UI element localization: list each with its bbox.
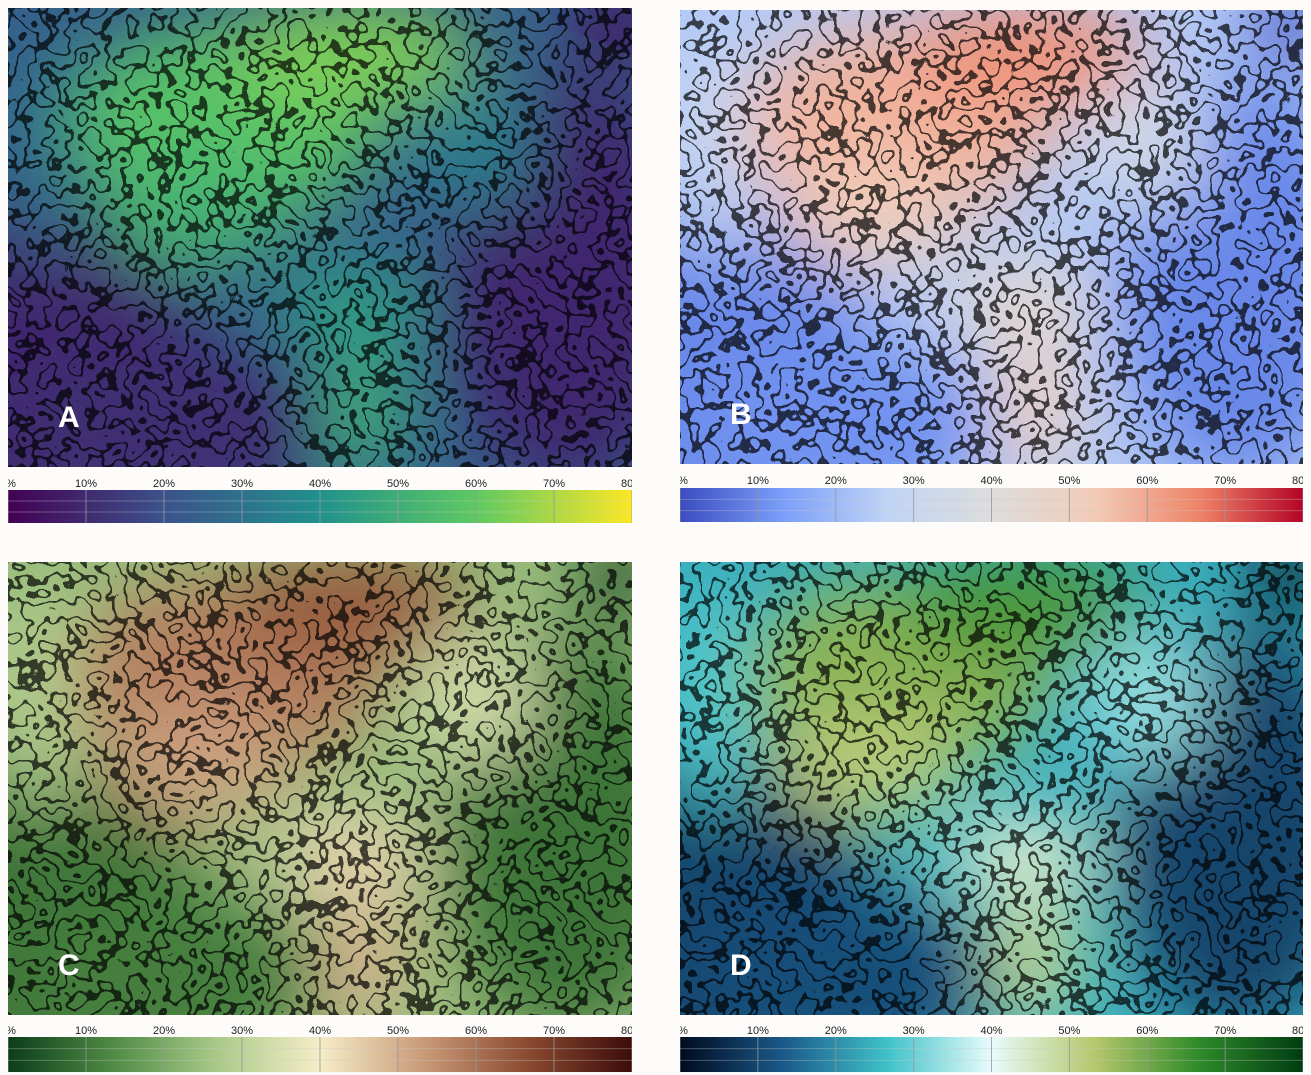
colorbar-tick-label: 20% [153,1025,175,1037]
crack-texture [8,8,632,467]
colorbar-tick-label: 60% [1136,475,1158,487]
heatmap [680,10,1303,522]
panel-label: D [730,949,752,982]
panel: C 0% 10% 20% 30% 40% 50% 60% 70% 80% [8,562,632,1072]
colorbar-tick-label: 20% [153,478,175,490]
panel: D 0% 10% 20% 30% 40% 50% 60% 70% 80% [680,562,1303,1072]
panel: B 0% 10% 20% 30% 40% 50% 60% 70% 80% [680,10,1303,522]
colorbar-tick-label: 40% [309,478,331,490]
colorbar-tick-label: 0% [8,478,16,490]
colorbar-tick-label: 40% [309,1025,331,1037]
colorbar-tick-label: 20% [825,475,847,487]
colorbar-tick-label: 80% [621,1025,632,1037]
colorbar-tick-label: 20% [825,1025,847,1037]
crack-texture [8,562,632,1015]
heatmap [8,8,632,523]
colorbar-tick-label: 40% [980,1025,1002,1037]
colorbar-tick-label: 50% [1058,1025,1080,1037]
colorbar-tick-label: 50% [387,478,409,490]
colorbar-tick-label: 0% [680,1025,688,1037]
colorbar-tick-label: 0% [8,1025,16,1037]
colorbar-tick-label: 10% [75,478,97,490]
panel-label: B [730,398,752,431]
colorbar-tick-label: 50% [387,1025,409,1037]
colorbar-tick-label: 70% [1214,1025,1236,1037]
colorbar-tick-label: 70% [543,478,565,490]
panel-label: A [58,401,80,434]
colorbar-tick-label: 60% [465,478,487,490]
crack-texture [680,562,1303,1015]
panel-label: C [58,949,80,982]
figure: A 0% 10% 20% 30% 40% 50% 60% 70% 80% B 0% 10% 20% 30% 4… [0,0,1311,1075]
colorbar-tick-label: 80% [1292,475,1303,487]
colorbar-tick-label: 10% [747,475,769,487]
colorbar-tick-label: 0% [680,475,688,487]
colorbar-tick-label: 30% [903,475,925,487]
colorbar-tick-label: 60% [1136,1025,1158,1037]
colorbar-tick-label: 60% [465,1025,487,1037]
colorbar-tick-label: 80% [1292,1025,1303,1037]
colorbar-tick-label: 10% [75,1025,97,1037]
colorbar-tick-label: 70% [1214,475,1236,487]
colorbar-tick-label: 70% [543,1025,565,1037]
colorbar-tick-label: 40% [980,475,1002,487]
colorbar-tick-label: 10% [747,1025,769,1037]
panel: A 0% 10% 20% 30% 40% 50% 60% 70% 80% [8,8,632,523]
colorbar-tick-label: 50% [1058,475,1080,487]
crack-texture [680,10,1303,464]
colorbar-tick-label: 30% [231,1025,253,1037]
colorbar-tick-label: 80% [621,478,632,490]
heatmap [680,562,1303,1072]
colorbar-tick-label: 30% [231,478,253,490]
colorbar-tick-label: 30% [903,1025,925,1037]
heatmap [8,562,632,1072]
